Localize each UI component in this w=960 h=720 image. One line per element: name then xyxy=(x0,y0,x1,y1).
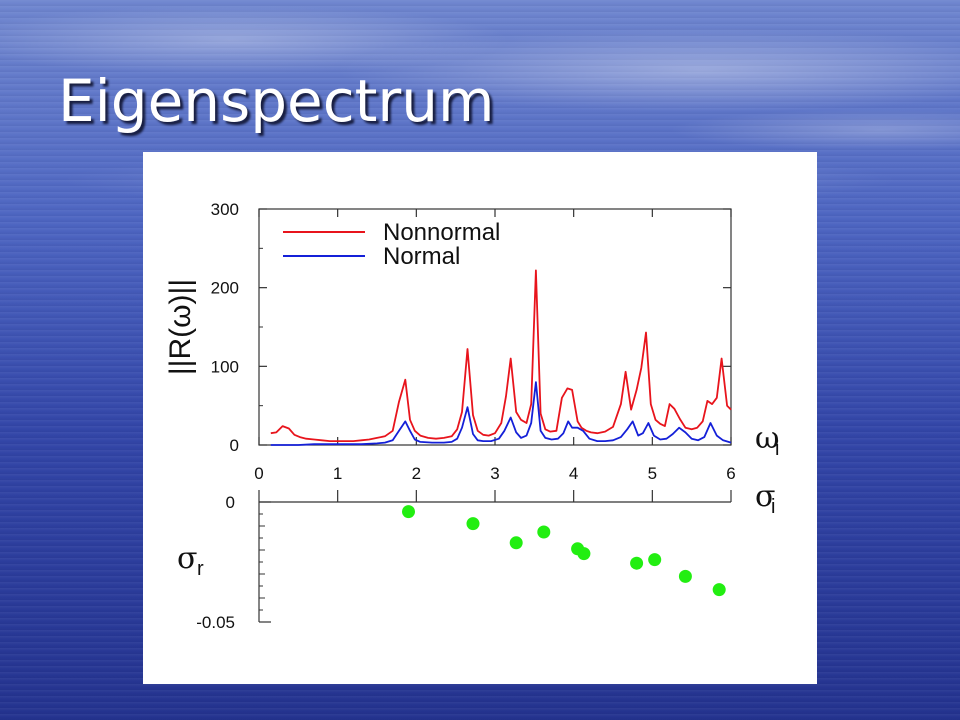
eigenvalue-point xyxy=(648,553,662,567)
top-x-tick-label: 1 xyxy=(333,464,342,483)
bottom-y-tick-label: -0.05 xyxy=(196,613,235,632)
top-x-tick-label: 5 xyxy=(648,464,657,483)
omega-subscript: i xyxy=(775,438,779,460)
eigenvalue-point xyxy=(537,525,551,539)
top-y-tick-label: 0 xyxy=(230,436,239,455)
sigma-i-symbol: σ xyxy=(755,479,775,514)
sigma-r-symbol: σ xyxy=(177,541,197,576)
sigma-i-subscript: i xyxy=(771,496,775,518)
sigma-r-subscript: r xyxy=(197,558,204,580)
eigenvalue-point xyxy=(630,556,644,570)
top-x-tick-label: 2 xyxy=(412,464,421,483)
top-y-tick-label: 200 xyxy=(211,279,239,298)
slide-title: Eigenspectrum xyxy=(58,67,495,135)
eigenvalue-point xyxy=(712,583,726,597)
eigenvalue-point xyxy=(466,517,480,531)
top-y-ticks: 0 100 200 300 xyxy=(211,200,731,455)
top-y-tick-label: 100 xyxy=(211,357,239,376)
sigma-r-axis-label: σ r xyxy=(177,541,204,580)
bottom-y-ticks: 0 -0.05 xyxy=(196,493,271,632)
legend-label-normal: Normal xyxy=(383,243,460,270)
bottom-y-tick-label: 0 xyxy=(226,493,235,512)
top-x-tick-label: 3 xyxy=(490,464,499,483)
series-line-nonnormal xyxy=(270,269,732,443)
top-x-tick-label: 0 xyxy=(254,464,263,483)
top-x-tick-label: 6 xyxy=(726,464,735,483)
omega-axis-label: ω i xyxy=(755,421,779,460)
eigenvalue-point xyxy=(577,547,591,561)
omega-symbol: ω xyxy=(755,421,779,456)
legend-label-nonnormal: Nonnormal xyxy=(383,219,500,246)
top-ylabel: ||R(ω)|| xyxy=(164,279,197,375)
top-y-tick-label: 300 xyxy=(211,200,239,219)
eigenvalue-points xyxy=(402,505,726,597)
legend: Nonnormal Normal xyxy=(283,219,500,270)
sigma-i-axis-label: σ i xyxy=(755,479,775,518)
eigenvalue-point xyxy=(402,505,415,519)
top-series xyxy=(270,269,732,446)
bottom-x-ticks xyxy=(258,490,732,502)
eigenvalue-point xyxy=(509,536,523,550)
eigenspectrum-figure: 0 100 200 300 0 1 2 3 4 5 6 Nonnormal Normal ||R(… xyxy=(164,200,779,632)
figure-panel: 0 100 200 300 0 1 2 3 4 5 6 Nonnormal Normal ||R(… xyxy=(143,152,817,684)
top-x-tick-label: 4 xyxy=(569,464,578,483)
eigenvalue-point xyxy=(678,569,692,583)
series-line-normal xyxy=(270,381,732,446)
top-x-ticks: 0 1 2 3 4 5 6 xyxy=(254,209,736,483)
